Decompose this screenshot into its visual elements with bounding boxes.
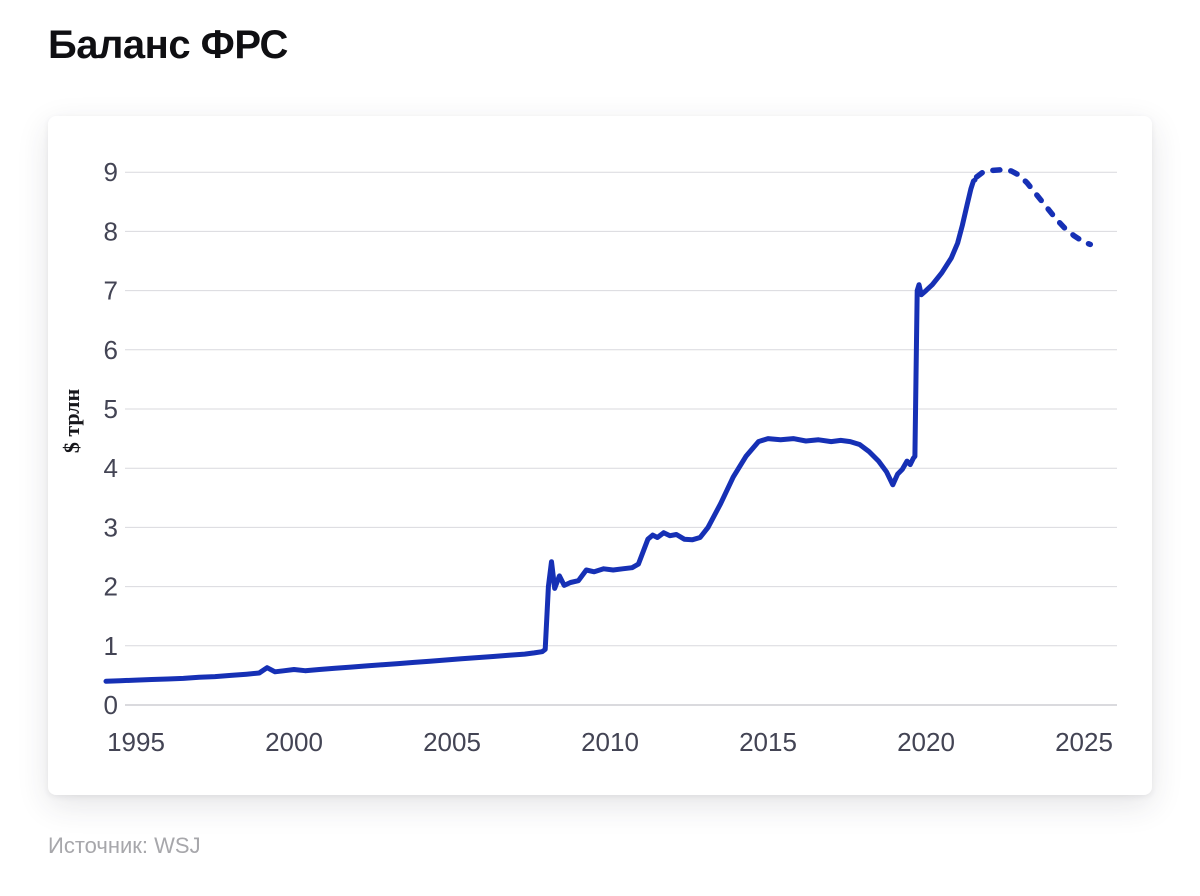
y-tick-label-1: 1 — [104, 631, 118, 661]
x-tick-label-2015: 2015 — [739, 727, 797, 757]
x-tick-label-2005: 2005 — [423, 727, 481, 757]
x-tick-label-2000: 2000 — [265, 727, 323, 757]
y-tick-label-9: 9 — [104, 157, 118, 187]
series-line-actual — [103, 177, 978, 684]
y-axis-title: $ трлн — [59, 389, 84, 454]
y-tick-label-2: 2 — [104, 572, 118, 602]
y-tick-label-6: 6 — [104, 335, 118, 365]
page-title: Баланс ФРС — [48, 23, 288, 67]
x-tick-label-2010: 2010 — [581, 727, 639, 757]
x-tick-label-2025: 2025 — [1055, 727, 1113, 757]
y-tick-label-8: 8 — [104, 216, 118, 246]
x-tick-label-2020: 2020 — [897, 727, 955, 757]
y-tick-label-5: 5 — [104, 394, 118, 424]
y-tick-label-3: 3 — [104, 512, 118, 542]
source-note: Источник: WSJ — [48, 833, 201, 858]
chart-card: 0 1 2 3 4 5 6 7 8 9 1995 2000 2005 2010 2015 2020 2025 $ … — [48, 116, 1152, 795]
series-line-projection — [973, 167, 1094, 248]
fed-balance-chart: 0 1 2 3 4 5 6 7 8 9 1995 2000 2005 2010 2015 2020 2025 $ … — [59, 157, 1117, 757]
x-tick-label-1995: 1995 — [107, 727, 165, 757]
y-tick-label-0: 0 — [104, 690, 118, 720]
y-tick-label-7: 7 — [104, 276, 118, 306]
y-tick-label-4: 4 — [104, 453, 118, 483]
